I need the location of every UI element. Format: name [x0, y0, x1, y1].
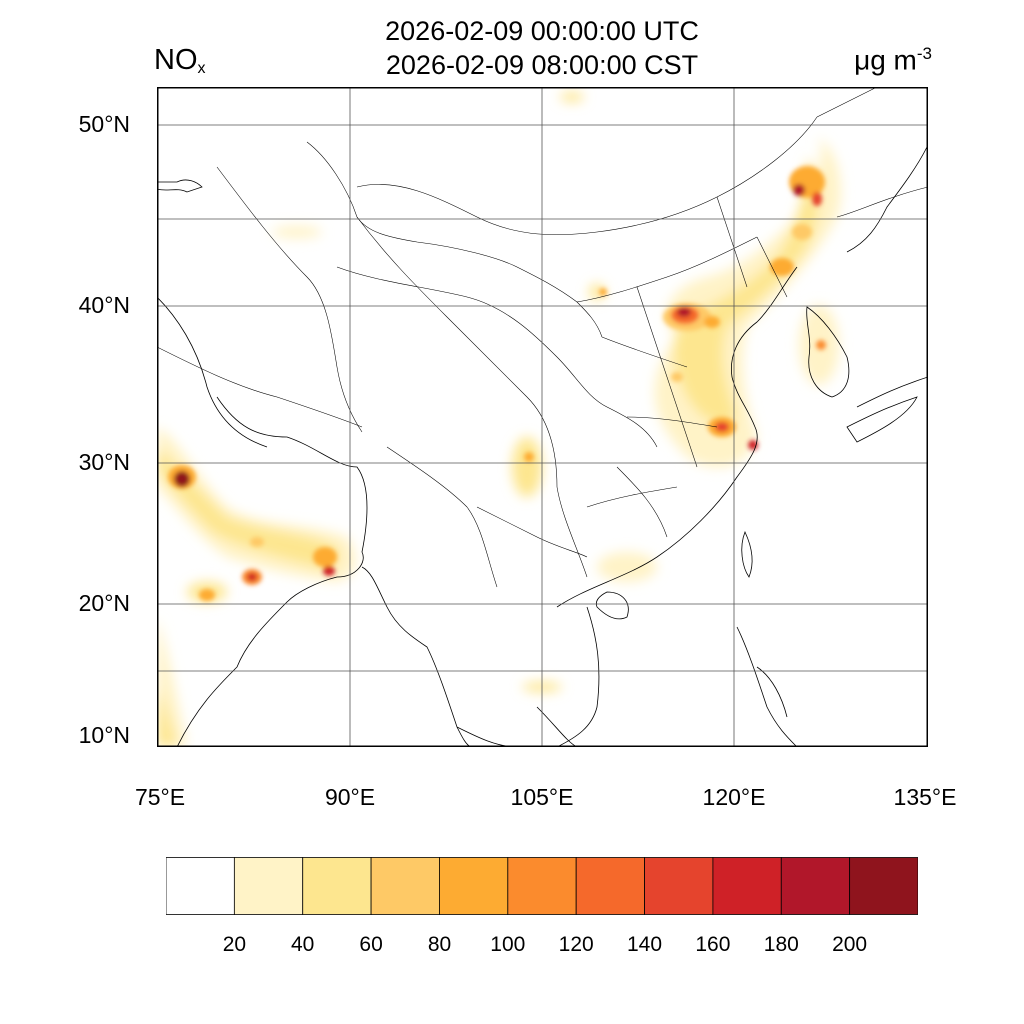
hotspot [323, 566, 335, 576]
colorbar-swatch [712, 857, 782, 915]
colorbar-label: 140 [626, 933, 663, 956]
plume-region [157, 447, 339, 569]
title-cst-time: 2026-02-09 08:00:00 CST [385, 50, 699, 80]
title-utc-time: 2026-02-09 00:00:00 UTC [385, 16, 699, 46]
colorbar-swatch [849, 857, 918, 915]
lat-tick-label: 40°N [78, 292, 130, 318]
coastline-korea [806, 306, 850, 398]
graticule [157, 87, 928, 747]
units-superscript: -3 [916, 44, 932, 63]
hotspot [599, 288, 607, 296]
coastline-taiwan [741, 530, 753, 578]
lat-tick-label: 20°N [78, 590, 130, 616]
concentration-field [157, 87, 928, 747]
hotspot [174, 471, 190, 487]
border-line [336, 266, 658, 448]
colorbar-label: 60 [359, 933, 383, 956]
hotspot [816, 340, 826, 350]
pollution-plumes [157, 92, 841, 747]
hotspot [313, 547, 337, 567]
border-line [157, 346, 363, 428]
border-line [356, 216, 588, 578]
coastline-japan [846, 376, 928, 443]
hotspot [671, 372, 683, 382]
lat-tick-label: 30°N [78, 449, 130, 475]
map-background [157, 87, 928, 747]
hotspot [704, 316, 720, 328]
coastline-myanmar [361, 566, 473, 747]
lon-tick-label: 105°E [510, 784, 574, 810]
colorbar-swatch [233, 857, 304, 915]
hotspot [677, 307, 691, 317]
border-line [576, 236, 758, 468]
lat-tick-label: 50°N [78, 111, 130, 137]
lat-tick-label: 10°N [78, 722, 130, 748]
plume-region [597, 552, 657, 582]
colorbar-swatch [780, 857, 851, 915]
hotspot [524, 452, 534, 462]
hotspot [792, 224, 812, 240]
coastline-russia-far-east [846, 146, 928, 253]
plume-region [272, 226, 322, 238]
species-subscript: x [197, 60, 206, 77]
plume-region [560, 92, 584, 102]
coastline-hainan [595, 591, 629, 620]
colorbar-swatch [507, 857, 577, 915]
coastline-philippines [736, 626, 798, 747]
species-base: NO [154, 44, 198, 76]
borders [157, 87, 928, 588]
colorbar-label: 160 [695, 933, 731, 956]
lon-tick-label: 135°E [893, 784, 957, 810]
colorbar-label: 40 [291, 933, 315, 956]
pollution-hotspots [168, 166, 826, 601]
plume-region [157, 687, 177, 747]
plume-region [673, 157, 819, 425]
colorbar-label: 120 [558, 933, 594, 956]
colorbar-swatch [439, 857, 509, 915]
hotspot [199, 589, 215, 601]
border-line [816, 87, 928, 218]
colorbar-label: 180 [763, 933, 799, 956]
units-label: μg m-3 [854, 44, 932, 76]
map-plot [157, 87, 928, 747]
colorbar-swatch [166, 857, 235, 915]
plume-region [589, 284, 605, 300]
colorbar-swatch [370, 857, 440, 915]
colorbar-label: 80 [427, 933, 452, 956]
colorbar [166, 857, 918, 915]
map-border [157, 87, 928, 747]
colorbar-swatch [575, 857, 645, 915]
hotspot [715, 422, 729, 432]
coastline-caspian [157, 179, 203, 193]
colorbar-label: 100 [490, 933, 526, 956]
border-line [356, 116, 818, 236]
lon-tick-label: 120°E [702, 784, 766, 810]
plume-region [512, 437, 542, 497]
lon-tick-label: 75°E [134, 784, 186, 810]
hotspot [812, 192, 822, 206]
units-base: μg m [854, 44, 917, 76]
colorbar-swatch [302, 857, 372, 915]
species-label: NOx [154, 44, 206, 78]
colorbar-label: 20 [222, 933, 247, 956]
coastline-china [556, 266, 798, 608]
hotspot [250, 537, 264, 547]
hotspot [793, 184, 805, 196]
border-line [386, 446, 588, 588]
coastline-india [157, 296, 368, 747]
border-line [216, 166, 363, 433]
lon-tick-label: 90°E [324, 784, 376, 810]
hotspot [247, 573, 257, 581]
colorbar-swatch [644, 857, 714, 915]
hotspot [770, 258, 794, 276]
border-line [716, 196, 788, 298]
border-line [586, 336, 718, 538]
colorbar-label: 200 [832, 933, 868, 956]
